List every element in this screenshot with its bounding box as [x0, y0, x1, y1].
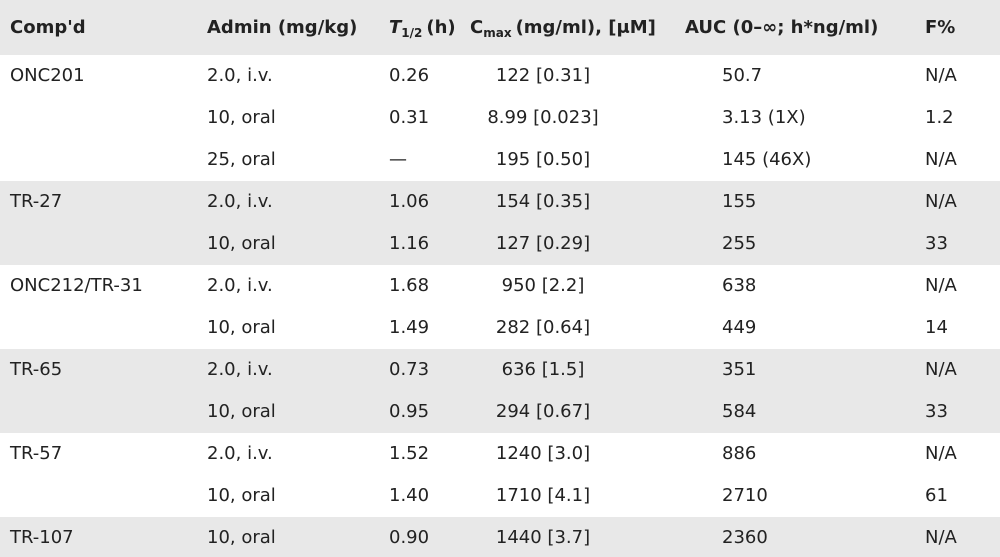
group-band: [0, 181, 1000, 265]
table-cell: 1.68: [389, 275, 430, 296]
table-cell: 3.13 (1X): [722, 107, 806, 128]
table-cell: 10, oral: [207, 485, 276, 506]
table-cell: 1.52: [389, 443, 430, 464]
table-cell: 1.2: [925, 107, 954, 128]
table-cell: 25, oral: [207, 149, 276, 170]
compound-cell: TR-27: [10, 191, 63, 212]
table-cell: 886: [722, 443, 757, 464]
table-cell: N/A: [925, 149, 957, 170]
table-cell: N/A: [925, 65, 957, 86]
table-cell: N/A: [925, 527, 957, 548]
table-cell: 1710 [4.1]: [495, 485, 591, 506]
table-cell: 1.49: [389, 317, 430, 338]
header-unit: (h): [426, 17, 456, 38]
group-band: [0, 349, 1000, 433]
table-cell: 2360: [722, 527, 768, 548]
table-cell: 14: [925, 317, 948, 338]
header-subscript: 1/2: [401, 26, 423, 40]
header-cell: Cmax (mg/ml), [μM]: [470, 16, 656, 45]
table-cell: 0.73: [389, 359, 430, 380]
compound-cell: TR-57: [10, 443, 63, 464]
table-cell: 10, oral: [207, 401, 276, 422]
table-cell: 33: [925, 233, 948, 254]
table-cell: 2.0, i.v.: [207, 191, 273, 212]
table-cell: 0.26: [389, 65, 430, 86]
header-band: [0, 0, 1000, 55]
header-subscript: max: [483, 26, 512, 40]
table-cell: 155: [722, 191, 757, 212]
table-cell: 33: [925, 401, 948, 422]
header-cell: Comp'd: [10, 17, 86, 38]
table-cell: 1.16: [389, 233, 430, 254]
table-cell: 950 [2.2]: [501, 275, 585, 296]
table-cell: 0.90: [389, 527, 430, 548]
compound-cell: ONC201: [10, 65, 85, 86]
table-cell: 50.7: [722, 65, 763, 86]
table-cell: N/A: [925, 275, 957, 296]
table-cell: 1.40: [389, 485, 430, 506]
compound-cell: ONC212/TR-31: [10, 275, 143, 296]
header-symbol: T: [389, 17, 402, 38]
header-cell: F%: [925, 17, 956, 38]
table-cell: 1.06: [389, 191, 430, 212]
table-cell: —: [389, 149, 407, 170]
table-cell: 2.0, i.v.: [207, 65, 273, 86]
table-cell: 1440 [3.7]: [495, 527, 591, 548]
header-cell: AUC (0–∞; h*ng/ml): [685, 17, 879, 38]
header-symbol: C: [470, 17, 484, 38]
compound-cell: TR-107: [10, 527, 74, 548]
table-cell: N/A: [925, 359, 957, 380]
table-cell: 0.31: [389, 107, 430, 128]
table-cell: 449: [722, 317, 757, 338]
table-cell: 638: [722, 275, 757, 296]
table-cell: 2.0, i.v.: [207, 443, 273, 464]
table-cell: 61: [925, 485, 948, 506]
table-cell: 2.0, i.v.: [207, 359, 273, 380]
header-cell: T1/2 (h): [389, 16, 456, 45]
group-band: [0, 517, 1000, 557]
header-cell: Admin (mg/kg): [207, 17, 358, 38]
table-cell: 195 [0.50]: [495, 149, 591, 170]
table-cell: 154 [0.35]: [495, 191, 591, 212]
table-cell: 10, oral: [207, 233, 276, 254]
table-cell: N/A: [925, 443, 957, 464]
table-cell: 1240 [3.0]: [495, 443, 591, 464]
table-cell: 2.0, i.v.: [207, 275, 273, 296]
compound-cell: TR-65: [10, 359, 63, 380]
table-cell: 10, oral: [207, 317, 276, 338]
table-cell: 351: [722, 359, 757, 380]
table-cell: 294 [0.67]: [495, 401, 591, 422]
table-cell: 636 [1.5]: [501, 359, 585, 380]
table-cell: 0.95: [389, 401, 430, 422]
table-cell: 282 [0.64]: [495, 317, 591, 338]
table-cell: 8.99 [0.023]: [487, 107, 599, 128]
table-cell: 10, oral: [207, 527, 276, 548]
table-cell: N/A: [925, 191, 957, 212]
table-cell: 2710: [722, 485, 768, 506]
table-cell: 122 [0.31]: [495, 65, 591, 86]
table-cell: 10, oral: [207, 107, 276, 128]
table-cell: 145 (46X): [722, 149, 812, 170]
table-cell: 127 [0.29]: [495, 233, 591, 254]
table-cell: 584: [722, 401, 757, 422]
header-unit: (mg/ml), [μM]: [515, 17, 656, 38]
table-cell: 255: [722, 233, 757, 254]
